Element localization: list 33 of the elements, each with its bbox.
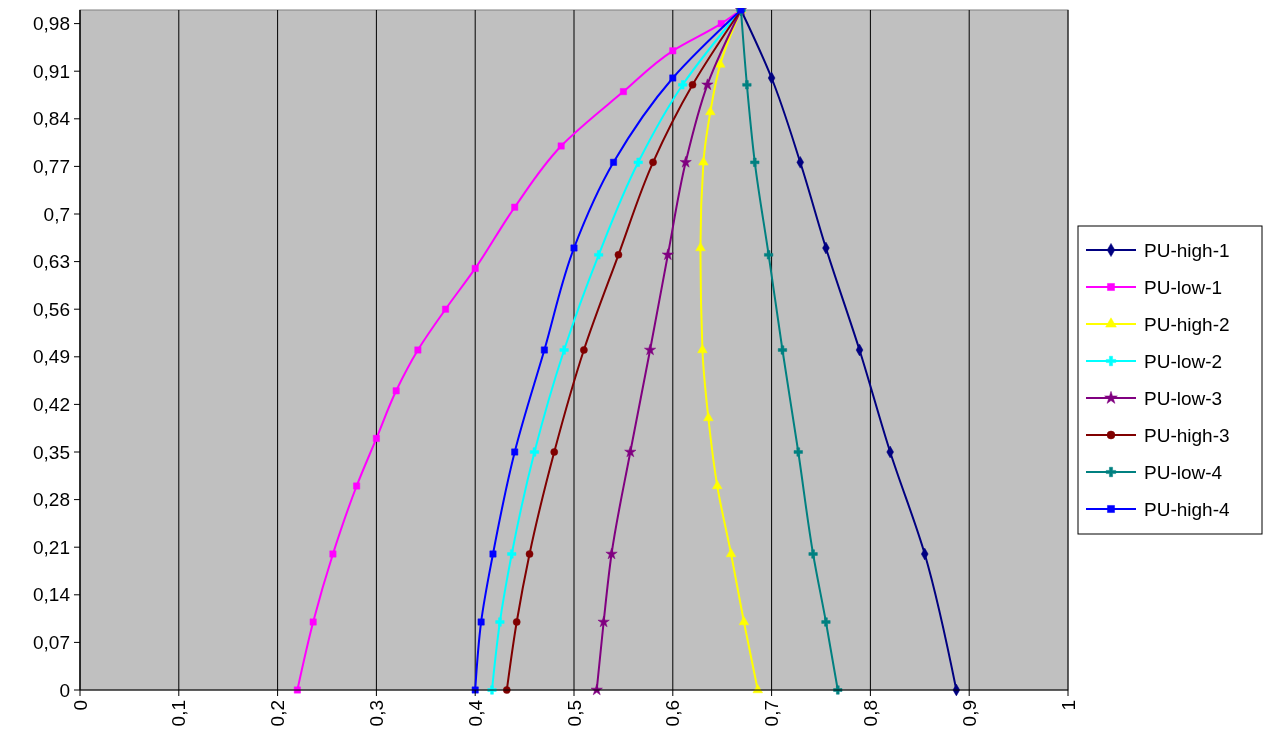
x-tick-label: 0 [69,700,91,711]
y-tick-label: 0,91 [33,60,70,82]
y-tick-label: 0,21 [33,536,70,558]
legend-label: PU-low-4 [1144,461,1223,483]
x-tick-label: 0,7 [761,700,783,727]
legend-label: PU-high-1 [1144,239,1230,261]
x-tick-label: 0,3 [366,700,388,727]
x-tick-label: 0,1 [168,700,190,727]
y-tick-label: 0,7 [43,203,70,225]
x-tick-label: 0,5 [563,700,585,727]
x-tick-label: 0,2 [267,700,289,727]
y-tick-label: 0,49 [33,346,70,368]
y-tick-label: 0,07 [33,632,70,654]
x-tick-label: 1 [1057,700,1079,711]
y-tick-label: 0,14 [33,584,71,606]
legend-label: PU-low-1 [1144,276,1223,298]
x-tick-label: 0,4 [464,699,486,727]
x-tick-label: 0,9 [958,700,980,727]
y-tick-label: 0,35 [33,441,70,463]
y-tick-label: 0,77 [33,156,70,178]
y-tick-label: 0,56 [33,298,70,320]
y-tick-label: 0,42 [33,394,70,416]
y-tick-label: 0,28 [33,489,70,511]
legend-label: PU-high-2 [1144,313,1230,335]
legend-label: PU-low-2 [1144,350,1223,372]
legend-label: PU-low-3 [1144,387,1223,409]
y-tick-label: 0,84 [33,108,71,130]
x-tick-label: 0,6 [662,700,684,727]
y-tick-label: 0,98 [33,13,70,35]
x-tick-label: 0,8 [860,700,882,727]
y-tick-label: 0,63 [33,251,70,273]
legend-label: PU-high-3 [1144,424,1230,446]
legend-label: PU-high-4 [1144,498,1230,520]
